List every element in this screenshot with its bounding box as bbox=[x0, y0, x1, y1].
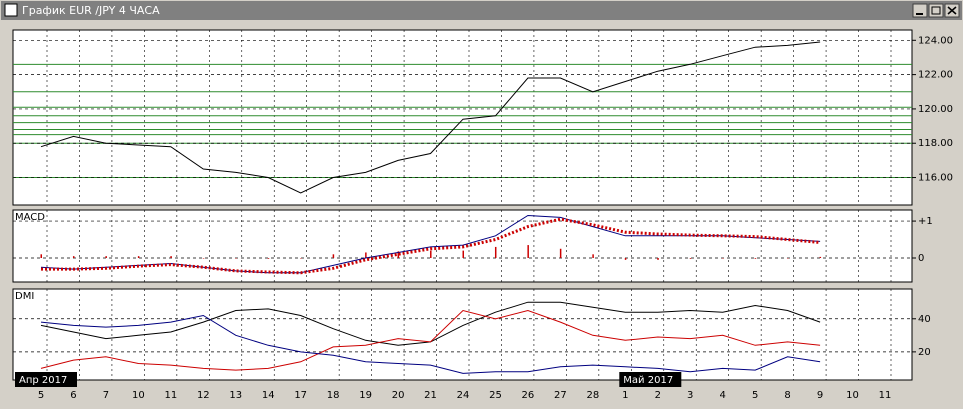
x-tick-label: 9 bbox=[817, 390, 823, 401]
x-tick-label: 11 bbox=[879, 390, 892, 401]
histogram-bar bbox=[462, 250, 464, 258]
x-group-label: Май 2017 bbox=[623, 375, 673, 386]
histogram-bar bbox=[267, 258, 270, 259]
x-tick-label: 21 bbox=[424, 390, 437, 401]
series-line bbox=[40, 314, 821, 374]
x-tick-label: 7 bbox=[103, 390, 109, 401]
x-tick-label: 10 bbox=[132, 390, 145, 401]
histogram-bar bbox=[170, 256, 172, 258]
x-tick-label: 25 bbox=[489, 390, 502, 401]
y-tick-label: 116.00 bbox=[918, 173, 953, 184]
histogram-bar bbox=[527, 245, 529, 258]
maximize-glyph bbox=[931, 6, 941, 15]
histogram-bar bbox=[202, 258, 205, 259]
histogram-bar bbox=[494, 246, 497, 258]
x-tick-label: 3 bbox=[687, 390, 693, 401]
group-label-bg bbox=[15, 372, 77, 387]
x-tick-label: 19 bbox=[359, 390, 372, 401]
x-tick-label: 24 bbox=[457, 390, 470, 401]
x-tick-label: 13 bbox=[229, 390, 242, 401]
x-tick-label: 12 bbox=[197, 390, 210, 401]
histogram-bar bbox=[754, 258, 757, 259]
histogram-bar bbox=[657, 258, 659, 260]
y-tick-label: 124.00 bbox=[918, 35, 953, 46]
x-tick-label: 4 bbox=[720, 390, 726, 401]
panel-title: DMI bbox=[15, 291, 34, 302]
histogram-bar bbox=[430, 250, 432, 258]
x-tick-label: 5 bbox=[38, 390, 44, 401]
y-tick-label: 20 bbox=[918, 347, 931, 358]
window-title: График EUR /JPY 4 ЧАСА bbox=[22, 4, 160, 17]
x-tick-label: 18 bbox=[327, 390, 340, 401]
x-tick-label: 1 bbox=[622, 390, 628, 401]
y-tick-label: 122.00 bbox=[918, 70, 953, 81]
x-tick-label: 5 bbox=[752, 390, 758, 401]
close-glyph bbox=[947, 6, 957, 15]
x-tick-label: 17 bbox=[294, 390, 307, 401]
y-tick-label: 40 bbox=[918, 314, 931, 325]
histogram-bar bbox=[689, 258, 692, 259]
x-tick-label: 8 bbox=[784, 390, 790, 401]
histogram-bar bbox=[624, 258, 627, 260]
y-tick-label: +1 bbox=[918, 216, 933, 227]
y-tick-label: 118.00 bbox=[918, 138, 953, 149]
x-tick-label: 27 bbox=[554, 390, 567, 401]
histogram-bar bbox=[235, 258, 237, 259]
series-line bbox=[40, 41, 821, 194]
x-tick-label: 11 bbox=[164, 390, 177, 401]
window-icon bbox=[4, 3, 18, 17]
panel-title: MACD bbox=[15, 212, 45, 223]
x-group-label: Апр 2017 bbox=[19, 375, 67, 386]
x-tick-label: 14 bbox=[262, 390, 275, 401]
histogram-bar bbox=[105, 256, 107, 258]
x-tick-label: 6 bbox=[70, 390, 76, 401]
histogram-bar bbox=[819, 256, 822, 258]
x-tick-label: 2 bbox=[655, 390, 661, 401]
histogram-bar bbox=[559, 248, 562, 258]
x-tick-label: 26 bbox=[522, 390, 535, 401]
histogram-bar bbox=[397, 251, 400, 258]
x-tick-label: 20 bbox=[392, 390, 405, 401]
series-line bbox=[41, 217, 821, 275]
title-bar bbox=[1, 1, 962, 20]
histogram-bar bbox=[592, 254, 594, 258]
group-label-bg bbox=[619, 372, 682, 387]
series-line bbox=[40, 309, 821, 371]
x-tick-label: 28 bbox=[586, 390, 599, 401]
histogram-bar bbox=[300, 258, 302, 259]
histogram-bar bbox=[40, 254, 42, 258]
histogram-bar bbox=[722, 258, 724, 259]
maximize-button[interactable] bbox=[928, 3, 944, 18]
x-tick-label: 10 bbox=[846, 390, 859, 401]
histogram-bar bbox=[365, 252, 367, 258]
y-tick-label: 120.00 bbox=[918, 104, 953, 115]
y-tick-label: 0 bbox=[918, 253, 924, 264]
histogram-bar bbox=[332, 254, 335, 258]
panel bbox=[12, 29, 913, 206]
minimize-button[interactable] bbox=[912, 3, 928, 18]
window-buttons[interactable] bbox=[912, 3, 960, 18]
histogram-bar bbox=[787, 258, 789, 259]
histogram-bar bbox=[137, 256, 140, 258]
histogram-bar bbox=[72, 256, 75, 258]
